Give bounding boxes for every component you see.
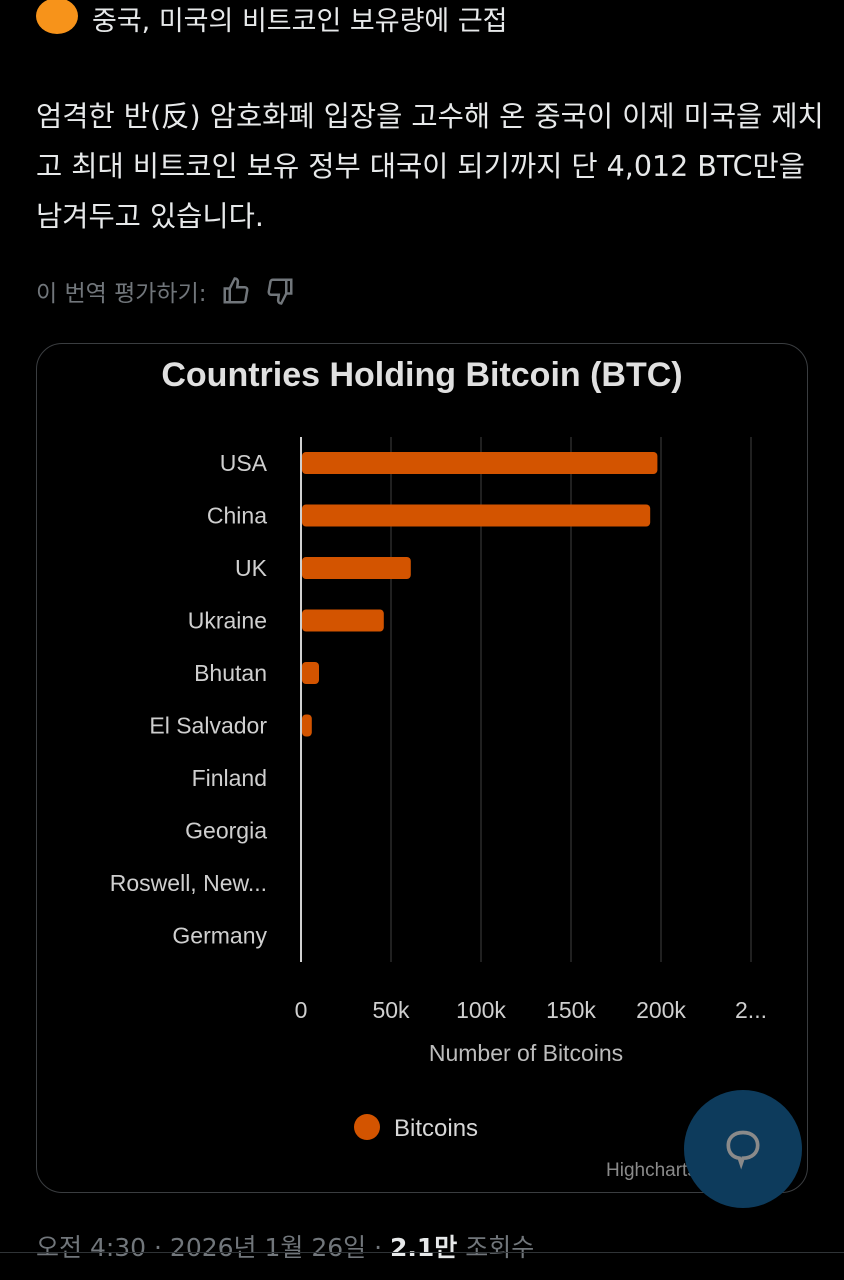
bar — [302, 557, 411, 579]
post-headline: 중국, 미국의 비트코인 보유량에 근접 — [36, 0, 508, 37]
views-count: 2.1만 — [390, 1233, 458, 1262]
timestamp-text: 오전 4:30 · 2026년 1월 26일 · — [36, 1233, 391, 1262]
y-category-label: USA — [220, 450, 268, 476]
post-body: 엄격한 반(反) 암호화폐 입장을 고수해 온 중국이 이제 미국을 제치고 최… — [36, 100, 824, 233]
y-category-label: China — [207, 503, 267, 529]
chart-title: Countries Holding Bitcoin (BTC) — [161, 356, 683, 394]
x-tick-label: 0 — [295, 997, 308, 1023]
bar — [302, 662, 319, 684]
rate-translation: 이 번역 평가하기: — [36, 274, 295, 308]
x-tick-label: 2... — [735, 997, 767, 1023]
x-tick-label: 150k — [546, 997, 596, 1023]
thumbs-down-icon[interactable] — [265, 276, 295, 306]
x-tick-label: 200k — [636, 997, 686, 1023]
headline-text: 중국, 미국의 비트코인 보유량에 근접 — [92, 5, 508, 37]
views-label: 조회수 — [457, 1233, 535, 1262]
y-category-label: Georgia — [185, 818, 267, 844]
y-category-label: Ukraine — [188, 608, 267, 634]
x-axis-title: Number of Bitcoins — [429, 1040, 623, 1066]
bar — [302, 714, 312, 737]
chart-card[interactable] — [36, 343, 808, 1193]
chat-bubble-icon — [726, 1130, 760, 1170]
divider — [0, 1252, 844, 1253]
x-tick-label: 100k — [456, 997, 506, 1023]
y-category-label: El Salvador — [149, 713, 267, 739]
bar — [302, 452, 658, 474]
y-category-label: Finland — [192, 765, 267, 791]
y-category-label: UK — [235, 555, 268, 581]
y-category-label: Germany — [172, 923, 267, 949]
thumbs-up-icon[interactable] — [221, 276, 251, 306]
rate-translation-label: 이 번역 평가하기: — [36, 281, 207, 307]
legend-marker — [354, 1114, 380, 1140]
x-tick-label: 50k — [372, 997, 410, 1023]
y-category-label: Bhutan — [194, 660, 267, 686]
legend-label: Bitcoins — [394, 1115, 478, 1142]
bar — [302, 609, 384, 632]
orange-circle-icon — [36, 0, 78, 34]
y-category-label: Roswell, New... — [110, 870, 267, 896]
bar — [302, 504, 651, 527]
post-timestamp: 오전 4:30 · 2026년 1월 26일 · 2.1만 조회수 — [36, 1228, 534, 1264]
reply-fab[interactable] — [684, 1090, 802, 1208]
